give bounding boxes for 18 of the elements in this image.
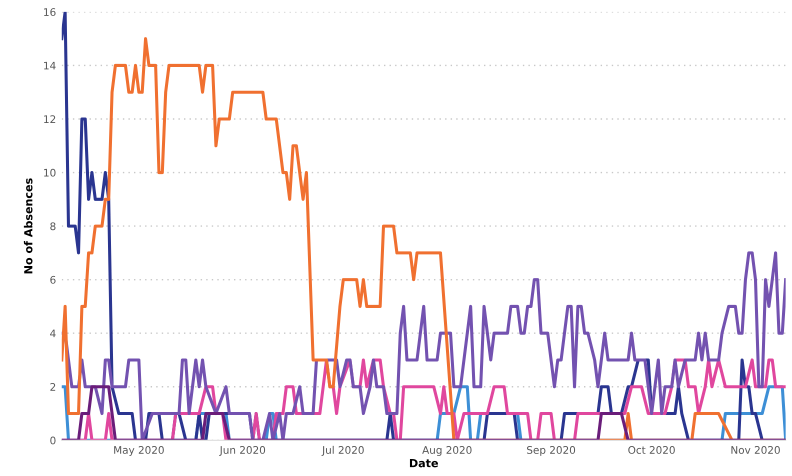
x-tick-label: Jul 2020 bbox=[322, 446, 364, 456]
y-axis-title: No of Absences bbox=[24, 178, 32, 274]
x-tick-label: May 2020 bbox=[114, 446, 164, 456]
y-tick-label: 16 bbox=[44, 8, 56, 16]
y-tick-label: 12 bbox=[44, 115, 56, 123]
x-tick-label: Sep 2020 bbox=[527, 446, 576, 456]
x-tick-label: Aug 2020 bbox=[422, 446, 472, 456]
x-tick-label: Jun 2020 bbox=[219, 446, 266, 456]
y-tick-label: 10 bbox=[44, 168, 56, 177]
x-tick-label: Nov 2020 bbox=[731, 446, 780, 454]
y-tick-label: 14 bbox=[44, 62, 56, 70]
y-tick-label: 2 bbox=[50, 382, 56, 391]
y-tick-label: 0 bbox=[50, 436, 56, 444]
y-tick-label: 6 bbox=[50, 276, 56, 284]
y-tick-label: 4 bbox=[50, 330, 56, 338]
x-tick-label: Oct 2020 bbox=[628, 446, 675, 454]
x-axis-title: Date bbox=[410, 459, 438, 468]
y-tick-label: 8 bbox=[50, 222, 56, 230]
